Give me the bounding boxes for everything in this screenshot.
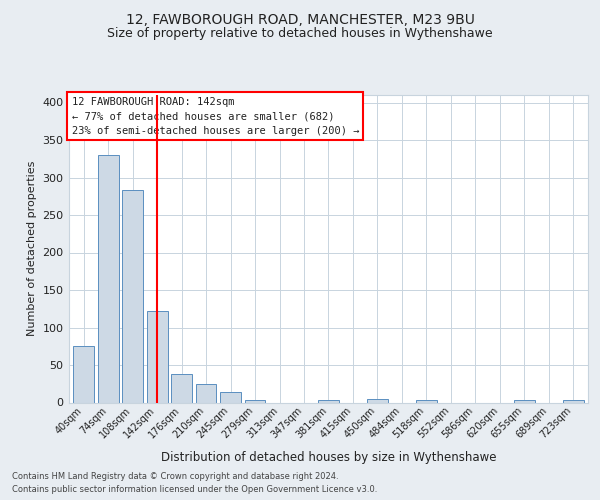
Text: Size of property relative to detached houses in Wythenshawe: Size of property relative to detached ho… [107,28,493,40]
Bar [171,374,192,402]
Bar [196,384,217,402]
Text: Contains public sector information licensed under the Open Government Licence v3: Contains public sector information licen… [12,485,377,494]
Bar [367,399,388,402]
Text: 12 FAWBOROUGH ROAD: 142sqm
← 77% of detached houses are smaller (682)
23% of sem: 12 FAWBOROUGH ROAD: 142sqm ← 77% of deta… [71,96,359,136]
Bar [318,400,339,402]
Bar [563,400,584,402]
Bar [514,400,535,402]
Bar [122,190,143,402]
Bar [73,346,94,403]
Bar [416,400,437,402]
Text: 12, FAWBOROUGH ROAD, MANCHESTER, M23 9BU: 12, FAWBOROUGH ROAD, MANCHESTER, M23 9BU [125,12,475,26]
X-axis label: Distribution of detached houses by size in Wythenshawe: Distribution of detached houses by size … [161,452,496,464]
Text: Contains HM Land Registry data © Crown copyright and database right 2024.: Contains HM Land Registry data © Crown c… [12,472,338,481]
Bar [220,392,241,402]
Bar [147,311,167,402]
Y-axis label: Number of detached properties: Number of detached properties [27,161,37,336]
Bar [98,155,119,402]
Bar [245,400,265,402]
